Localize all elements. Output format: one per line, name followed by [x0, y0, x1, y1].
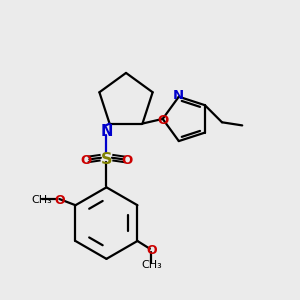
Text: O: O: [157, 114, 168, 127]
Text: N: N: [100, 124, 112, 140]
Text: O: O: [81, 154, 92, 167]
Text: N: N: [173, 89, 184, 102]
Text: CH₃: CH₃: [32, 195, 52, 205]
Text: O: O: [121, 154, 132, 167]
Text: S: S: [101, 152, 112, 167]
Text: O: O: [146, 244, 157, 257]
Text: CH₃: CH₃: [141, 260, 162, 270]
Text: O: O: [54, 194, 64, 207]
